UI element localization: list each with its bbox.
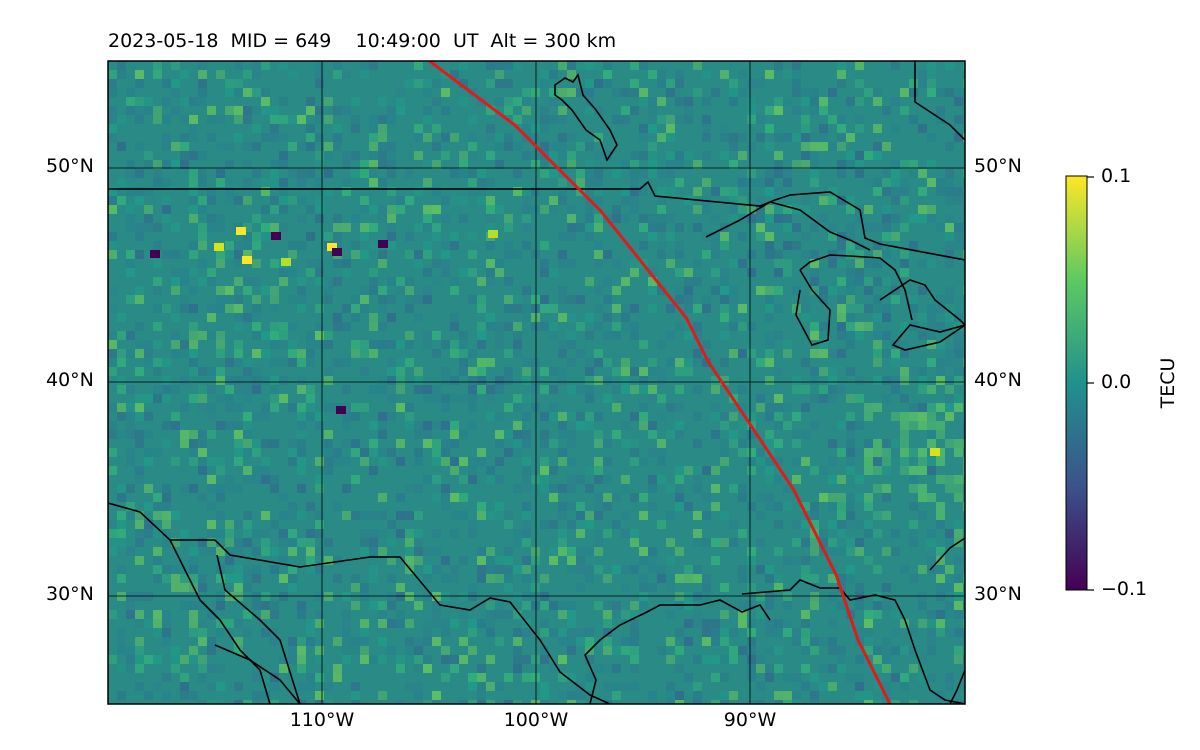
lat-label-50n-left: 50°N [46,155,94,177]
lat-label-50n-right: 50°N [974,155,1022,177]
atlantic-coast [929,537,965,571]
lake-erie [891,324,965,351]
lat-label-40n-left: 40°N [46,369,94,391]
lon-label-90w: 90°W [723,709,777,731]
colorbar-label: TECU [1157,357,1179,409]
lat-label-40n-right: 40°N [974,369,1022,391]
colorbar-tick-max: 0.1 [1101,165,1132,187]
colorbar-tick-min: −0.1 [1101,578,1148,600]
terminator-line [428,61,892,704]
graticule [108,61,965,704]
colorbar-tick-zero: 0.0 [1101,371,1132,393]
gulf-of-california-west [216,554,301,704]
florida-tip [949,669,965,704]
hudson-coast [914,61,965,141]
baja-east-coast [169,539,271,704]
tec-noise-layer [108,61,965,704]
map-frame [107,60,966,705]
lat-label-30n-left: 30°N [46,583,94,605]
lake-superior [705,201,871,251]
lake-nipigon-coast [554,73,618,162]
gulf-coast-texas [584,599,771,704]
us-mexico-border [108,502,611,704]
lon-label-110w: 110°W [289,709,355,731]
lon-label-100w: 100°W [503,709,569,731]
lake-huron [879,279,965,326]
coastline-layer [108,61,965,704]
us-canada-border [108,180,965,261]
baja-tip [214,644,301,704]
lat-label-30n-right: 30°N [974,583,1022,605]
gulf-coast-east [741,579,965,704]
map-title: 2023-05-18 MID = 649 10:49:00 UT Alt = 3… [108,30,617,52]
lake-michigan [795,269,831,346]
colorbar [1065,175,1088,591]
lake-michigan-north [799,254,913,321]
